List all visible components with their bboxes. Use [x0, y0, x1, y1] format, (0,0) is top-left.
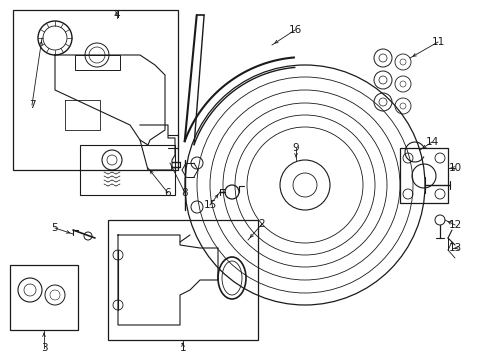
Bar: [10, 265, 78, 330]
Text: 8: 8: [182, 188, 188, 198]
Bar: [399, 148, 447, 203]
Bar: [75, 55, 120, 70]
Bar: [80, 145, 175, 195]
Bar: [108, 220, 258, 340]
Text: 12: 12: [447, 220, 461, 230]
Text: 9: 9: [292, 143, 299, 153]
Bar: [13, 10, 178, 170]
Text: 5: 5: [52, 223, 58, 233]
Text: 2: 2: [258, 219, 265, 229]
Text: 7: 7: [29, 100, 35, 110]
Text: 3: 3: [41, 343, 47, 353]
Text: 13: 13: [447, 243, 461, 253]
Text: 10: 10: [447, 163, 461, 173]
Text: 1: 1: [179, 343, 186, 353]
Text: 15: 15: [203, 200, 216, 210]
Text: 11: 11: [430, 37, 444, 47]
Text: 6: 6: [164, 188, 171, 198]
Text: 4: 4: [113, 10, 120, 20]
Text: 14: 14: [425, 137, 438, 147]
Text: 16: 16: [288, 25, 301, 35]
